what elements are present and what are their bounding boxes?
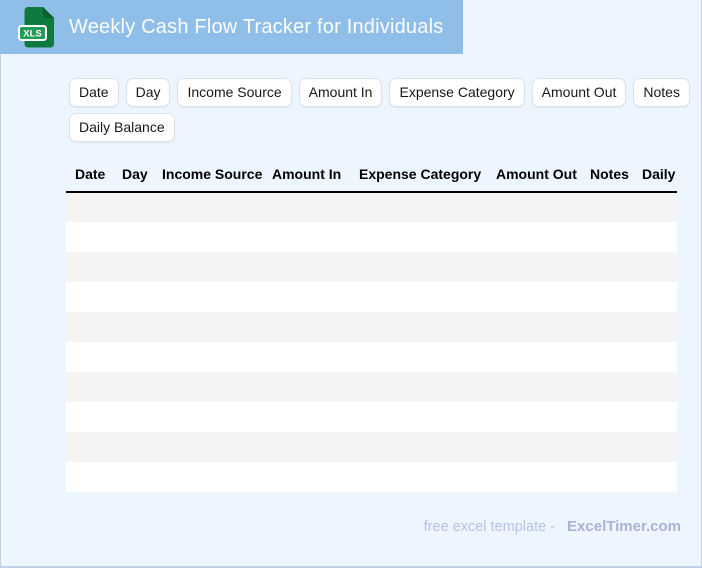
chip-notes[interactable]: Notes — [633, 78, 690, 107]
col-income-source: Income Source — [153, 162, 263, 193]
col-notes: Notes — [581, 162, 633, 193]
chip-expense-category[interactable]: Expense Category — [389, 78, 525, 107]
chip-amount-out[interactable]: Amount Out — [531, 78, 627, 107]
table-row — [66, 222, 677, 252]
page-border-left — [0, 54, 1, 568]
footer: free excel template - ExcelTimer.com — [424, 518, 681, 535]
footer-brand-link[interactable]: ExcelTimer.com — [567, 518, 681, 535]
col-daily-balance: Daily — [633, 162, 677, 193]
footer-text: free excel template - — [423, 519, 556, 535]
chip-income-source[interactable]: Income Source — [177, 78, 292, 107]
table-row — [66, 312, 677, 342]
table-body — [66, 192, 677, 492]
chip-daily-balance[interactable]: Daily Balance — [69, 113, 175, 142]
col-date: Date — [66, 162, 113, 193]
xls-file-icon: XLS — [18, 7, 54, 48]
chip-amount-in[interactable]: Amount In — [298, 78, 383, 107]
col-day: Day — [113, 162, 153, 193]
page-title: Weekly Cash Flow Tracker for Individuals — [69, 15, 444, 38]
svg-text:XLS: XLS — [23, 29, 41, 40]
tracker-table: Date Day Income Source Amount In Expense… — [66, 162, 677, 492]
table-row — [66, 192, 677, 222]
table-row — [66, 252, 677, 282]
column-chip-list: Date Day Income Source Amount In Expense… — [69, 78, 697, 142]
table-header-row: Date Day Income Source Amount In Expense… — [66, 162, 677, 193]
table-row — [66, 342, 677, 372]
col-amount-in: Amount In — [263, 162, 350, 193]
chip-day[interactable]: Day — [125, 78, 171, 107]
table-row — [66, 282, 677, 312]
table-row — [66, 432, 677, 462]
table-row — [66, 402, 677, 432]
table-row — [66, 462, 677, 492]
chip-date[interactable]: Date — [69, 78, 119, 107]
col-amount-out: Amount Out — [487, 162, 581, 193]
header-bar: XLS Weekly Cash Flow Tracker for Individ… — [0, 0, 463, 54]
col-expense-category: Expense Category — [350, 162, 487, 193]
page-border-bottom — [0, 566, 702, 568]
table-row — [66, 372, 677, 402]
